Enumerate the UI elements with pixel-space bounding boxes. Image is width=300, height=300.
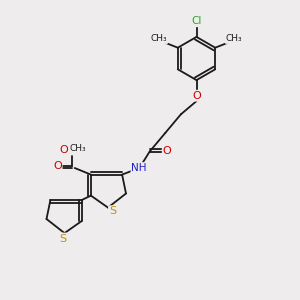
Text: Cl: Cl: [191, 16, 202, 26]
Text: O: O: [53, 160, 62, 171]
Text: O: O: [163, 146, 172, 157]
Text: O: O: [59, 145, 68, 155]
Text: CH₃: CH₃: [69, 144, 86, 153]
Text: O: O: [192, 91, 201, 101]
Text: S: S: [59, 233, 67, 244]
Text: S: S: [109, 206, 116, 216]
Text: NH: NH: [131, 163, 147, 173]
Text: CH₃: CH₃: [226, 34, 242, 43]
Text: CH₃: CH₃: [151, 34, 167, 43]
